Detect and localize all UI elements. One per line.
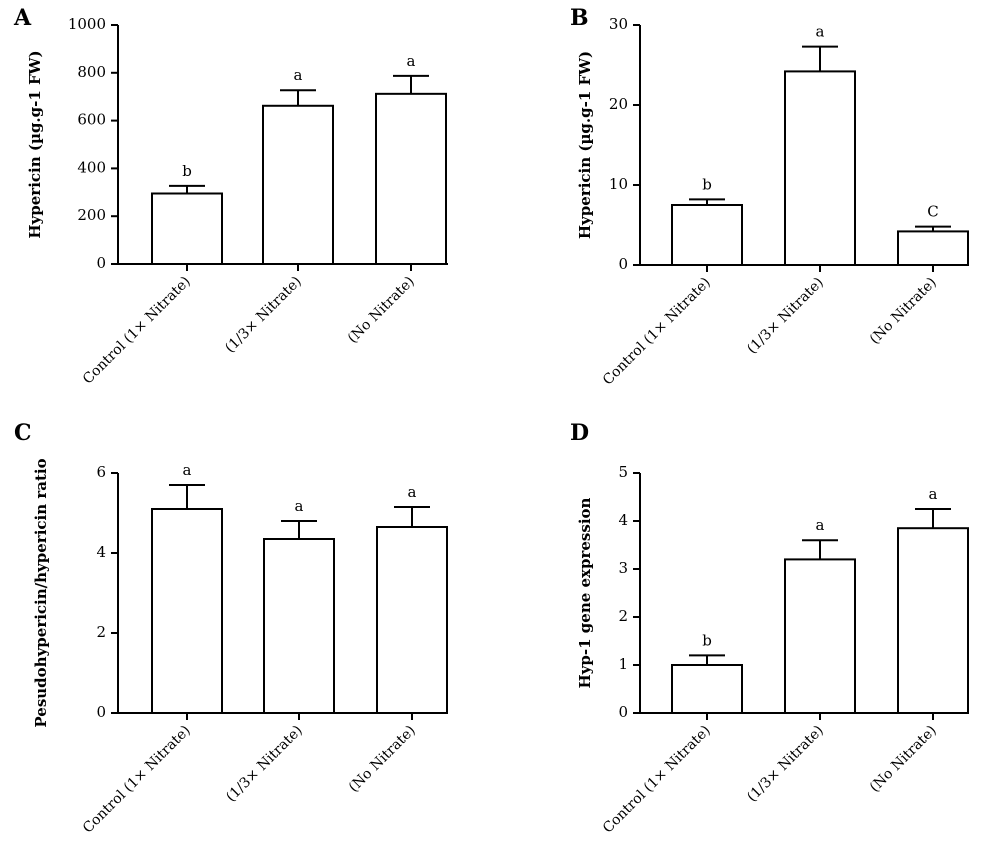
y-tick-label: 400 <box>77 158 106 176</box>
y-tick-label: 0 <box>618 255 628 273</box>
significance-label: C <box>927 203 938 221</box>
y-tick-label: 2 <box>618 607 628 625</box>
bar <box>671 204 743 266</box>
category-label: (1/3× Nitrate) <box>223 723 306 806</box>
bar <box>897 527 969 715</box>
category-label: Control (1× Nitrate) <box>600 723 714 837</box>
category-label: (1/3× Nitrate) <box>744 723 827 806</box>
bar <box>151 192 223 265</box>
significance-label: b <box>182 162 192 180</box>
category-label: (No Nitrate) <box>867 275 940 348</box>
category-label: (No Nitrate) <box>346 723 419 796</box>
y-tick-label: 30 <box>609 15 628 33</box>
y-tick-label: 0 <box>96 703 106 721</box>
y-tick-label: 5 <box>618 463 628 481</box>
chart-panel-d: D Hyp-1 gene expression 0 1 2 3 4 5 b Control (1×… <box>570 420 969 837</box>
significance-label: a <box>816 516 825 534</box>
category-label: (No Nitrate) <box>345 274 418 347</box>
significance-label: a <box>295 497 304 515</box>
category-label: (No Nitrate) <box>867 723 940 796</box>
category-label: Control (1× Nitrate) <box>600 275 714 389</box>
bar <box>375 92 447 265</box>
bar <box>263 538 335 714</box>
significance-label: a <box>408 483 417 501</box>
y-axis-label: Hypericin (µg.g-1 FW) <box>26 50 44 238</box>
y-tick-label: 3 <box>618 559 628 577</box>
significance-label: b <box>702 631 712 649</box>
chart-panel-a: A Hypericin (µg.g-1 FW) 0 200 400 600 800 1000 b… <box>13 5 448 387</box>
y-axis-label: Hypericin (µg.g-1 FW) <box>576 51 594 239</box>
bar <box>671 664 743 714</box>
y-tick-label: 20 <box>609 95 628 113</box>
y-tick-label: 1 <box>618 655 628 673</box>
y-axis-label: Hyp-1 gene expression <box>576 497 594 688</box>
y-tick-label: 4 <box>96 543 106 561</box>
panel-letter: B <box>570 5 589 31</box>
y-tick-label: 2 <box>96 623 106 641</box>
significance-label: a <box>294 66 303 84</box>
significance-label: a <box>407 52 416 70</box>
panel-letter: C <box>14 420 32 446</box>
category-label: Control (1× Nitrate) <box>80 274 194 388</box>
y-tick-label: 0 <box>96 254 106 272</box>
bar <box>897 230 969 266</box>
y-tick-label: 200 <box>77 206 106 224</box>
bar <box>376 526 448 714</box>
significance-label: a <box>929 485 938 503</box>
panel-letter: A <box>13 5 32 31</box>
chart-panel-b: B Hypericin (µg.g-1 FW) 0 10 20 30 b Control (1… <box>570 5 969 389</box>
y-tick-label: 0 <box>618 703 628 721</box>
category-label: Control (1× Nitrate) <box>80 723 194 837</box>
bar <box>151 508 223 714</box>
y-tick-label: 800 <box>77 63 106 81</box>
significance-label: b <box>702 175 712 193</box>
y-tick-label: 10 <box>609 175 628 193</box>
y-tick-label: 600 <box>77 111 106 129</box>
panel-letter: D <box>570 420 589 446</box>
y-tick-label: 6 <box>96 463 106 481</box>
y-tick-label: 4 <box>618 511 628 529</box>
significance-label: a <box>183 461 192 479</box>
y-tick-label: 1000 <box>68 15 106 33</box>
bar <box>784 70 856 267</box>
category-label: (1/3× Nitrate) <box>744 275 827 358</box>
bar <box>262 104 334 265</box>
significance-label: a <box>816 23 825 41</box>
category-label: (1/3× Nitrate) <box>222 274 305 357</box>
y-axis-label: Pesudohypericin/hypericin ratio <box>32 458 50 727</box>
bar <box>784 558 856 715</box>
